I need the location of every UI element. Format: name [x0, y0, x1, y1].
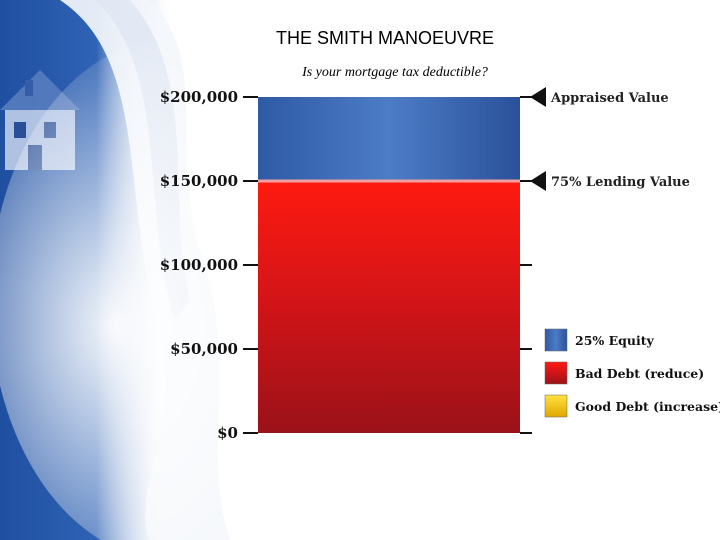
legend-label: 25% Equity	[575, 333, 655, 348]
page-subtitle: Is your mortgage tax deductible?	[302, 65, 488, 80]
legend-swatch	[544, 361, 568, 385]
y-tick-label: $100,000	[160, 256, 238, 274]
y-tick-label: $150,000	[160, 172, 238, 190]
legend-label: Good Debt (increase)	[575, 399, 720, 414]
annotation-label: Appraised Value	[550, 91, 669, 106]
legend-label: Bad Debt (reduce)	[575, 366, 704, 381]
bar-segment-25-equity	[258, 97, 520, 181]
y-tick-label: $200,000	[160, 88, 238, 106]
page-title: THE SMITH MANOEUVRE	[275, 28, 494, 48]
y-tick-label: $50,000	[170, 340, 238, 358]
bar-segment-bad-debt-reduce	[258, 181, 520, 433]
y-tick-label: $0	[217, 424, 238, 442]
arrow-marker-icon	[530, 87, 546, 107]
legend-swatch	[544, 394, 568, 418]
arrow-marker-icon	[530, 171, 546, 191]
annotation-label: 75% Lending Value	[551, 175, 690, 190]
legend-swatch	[544, 328, 568, 352]
